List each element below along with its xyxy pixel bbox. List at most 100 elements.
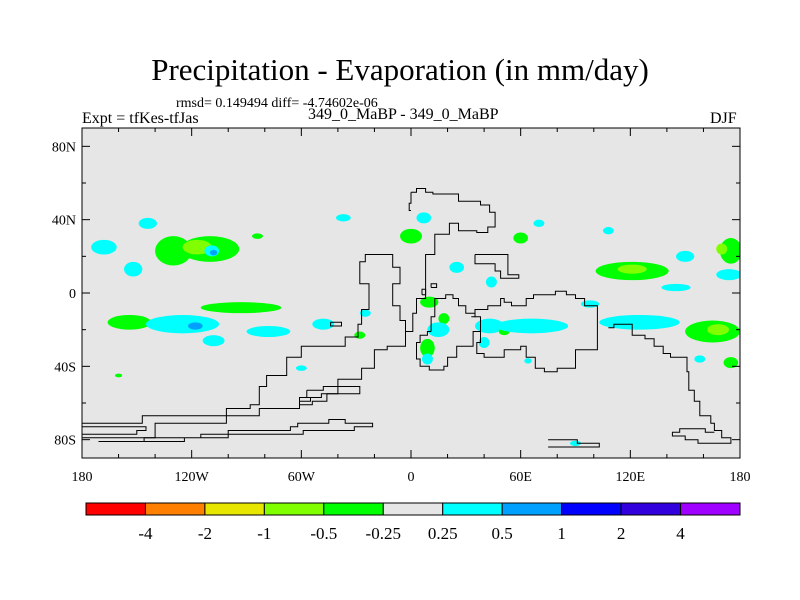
- anomaly-region-30: [427, 322, 450, 337]
- anomaly-region-24: [485, 276, 497, 288]
- colorbar-label-9: 4: [676, 524, 685, 543]
- colorbar-swatch-2: [204, 502, 265, 516]
- anomaly-region-21: [400, 228, 422, 244]
- anomaly-region-37: [495, 318, 569, 334]
- coastline-10: [471, 290, 598, 373]
- coastline-2: [98, 419, 374, 442]
- anomaly-region-35: [478, 337, 490, 348]
- colorbar-swatch-6: [442, 502, 503, 516]
- coastline-1: [82, 426, 147, 435]
- anomaly-region-4: [182, 239, 212, 255]
- colorbar-label-3: -0.5: [310, 524, 337, 543]
- x-tick-label-1: 120W: [175, 470, 210, 485]
- anomaly-region-0: [91, 239, 117, 255]
- anomaly-region-48: [707, 324, 730, 336]
- x-tick-label-2: 60W: [288, 470, 316, 485]
- colorbar-swatch-1: [144, 502, 206, 516]
- colorbar-label-2: -1: [257, 524, 271, 543]
- anomaly-layer: [91, 212, 740, 447]
- colorbar-label-5: 0.25: [428, 524, 458, 543]
- coastline-11: [474, 254, 520, 279]
- coastline-8: [421, 288, 427, 296]
- colorbar-label-7: 1: [557, 524, 566, 543]
- anomaly-region-2: [155, 236, 192, 266]
- anomaly-region-42: [676, 250, 695, 262]
- anomaly-region-10: [107, 315, 152, 330]
- anomaly-region-25: [513, 232, 528, 244]
- anomaly-region-45: [716, 243, 728, 255]
- plot-title: Precipitation - Evaporation (in mm/day): [151, 52, 649, 87]
- y-tick-label-4: 80S: [54, 434, 76, 449]
- colorbar: -4 -2 -1 -0.5 -0.25 0.25 0.5 1 2 4: [85, 502, 741, 543]
- coastline-layer: [82, 188, 732, 448]
- colorbar-swatch-3: [263, 502, 325, 516]
- colorbar-label-0: -4: [138, 524, 153, 543]
- case-label: 349_0_MaBP - 349_0_MaBP: [308, 106, 499, 123]
- anomaly-region-19: [114, 373, 123, 378]
- anomaly-region-23: [449, 261, 465, 273]
- anomaly-region-26: [533, 219, 545, 227]
- anomaly-region-1: [138, 217, 157, 229]
- season-label: DJF: [710, 110, 737, 127]
- x-tick-label-3: 0: [408, 470, 415, 485]
- anomaly-region-32: [421, 353, 433, 365]
- anomaly-region-6: [209, 249, 218, 256]
- anomaly-region-51: [570, 440, 581, 447]
- y-tick-label-0: 80N: [52, 140, 76, 155]
- anomaly-region-46: [599, 315, 680, 330]
- map-background: [82, 128, 740, 458]
- x-tick-label-5: 120E: [616, 470, 646, 485]
- experiment-label: Expt = tfKes-tfJas: [82, 110, 199, 127]
- coastline-9: [430, 283, 438, 288]
- colorbar-swatch-10: [680, 502, 741, 516]
- anomaly-region-27: [602, 227, 614, 235]
- coastline-6: [408, 192, 412, 211]
- colorbar-label-6: 0.5: [492, 524, 513, 543]
- anomaly-region-18: [295, 365, 307, 371]
- anomaly-region-39: [661, 283, 691, 292]
- anomaly-region-29: [438, 313, 450, 325]
- anomaly-region-8: [251, 233, 263, 239]
- anomaly-region-44: [719, 238, 740, 264]
- colorbar-swatch-4: [323, 502, 384, 516]
- anomaly-region-9: [336, 214, 351, 222]
- axis-ticks: 180 120W 60W 0 60E 120E 180 80N 40N 0 40S 80S: [52, 128, 751, 485]
- anomaly-region-28: [420, 296, 439, 308]
- colorbar-swatch-8: [561, 502, 622, 516]
- anomaly-region-11: [145, 315, 220, 334]
- coastline-13: [548, 439, 600, 448]
- coastline-3: [299, 386, 361, 406]
- anomaly-region-49: [723, 357, 739, 369]
- colorbar-swatch-9: [620, 502, 682, 516]
- anomaly-region-7: [124, 261, 143, 277]
- anomaly-region-17: [359, 309, 371, 317]
- anomaly-region-36: [524, 358, 532, 364]
- anomaly-region-15: [202, 335, 225, 347]
- anomaly-region-41: [617, 264, 647, 274]
- anomaly-region-20: [354, 331, 366, 339]
- anomaly-region-16: [312, 318, 335, 330]
- anomaly-region-50: [694, 355, 706, 363]
- x-tick-label-0: 180: [72, 470, 93, 485]
- coastline-7: [416, 294, 481, 371]
- x-tick-label-4: 60E: [509, 470, 532, 485]
- colorbar-swatch-5: [382, 502, 444, 516]
- x-tick-label-6: 180: [730, 470, 751, 485]
- coastline-5: [405, 188, 496, 347]
- colorbar-label-4: -0.25: [366, 524, 401, 543]
- anomaly-region-43: [716, 269, 740, 281]
- anomaly-region-33: [474, 318, 505, 334]
- colorbar-label-8: 2: [617, 524, 626, 543]
- y-tick-label-3: 40S: [54, 360, 76, 375]
- anomaly-region-31: [420, 338, 435, 358]
- colorbar-swatch-7: [501, 502, 563, 516]
- anomaly-region-12: [200, 302, 282, 314]
- anomaly-region-13: [188, 322, 203, 330]
- coastline-4: [330, 321, 342, 327]
- y-tick-label-2: 0: [69, 287, 76, 302]
- coastline-12: [608, 323, 732, 444]
- anomaly-region-38: [580, 300, 600, 308]
- y-tick-label-1: 40N: [52, 214, 76, 229]
- anomaly-region-22: [416, 212, 432, 224]
